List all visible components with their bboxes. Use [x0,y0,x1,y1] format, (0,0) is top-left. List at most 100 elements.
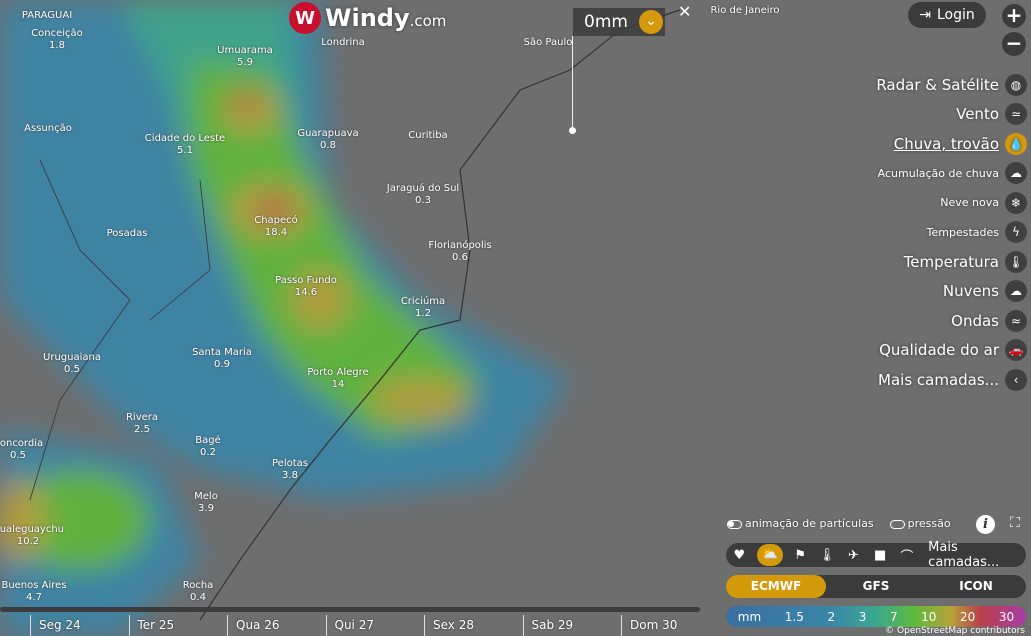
weather-icon[interactable]: ⛅ [756,544,783,566]
city-label: Conceição 1.8 [31,28,83,52]
city-value: 5.9 [237,57,253,68]
city-label: Curitiba [408,130,447,142]
city-label: Rocha 0.4 [183,580,214,604]
windy-logo[interactable]: W Windy.com [289,2,446,34]
timeline-day[interactable]: Qua 26 [227,615,280,636]
model-selector: ECMWF GFS ICON [726,575,1026,598]
city-name: Conceição [31,28,83,39]
layer-item[interactable]: Neve nova ❄ [876,188,1027,218]
city-value: 0.2 [200,447,216,458]
timeline-day[interactable]: Sex 28 [424,615,474,636]
city-label: São Paulo [524,37,573,49]
timeline-scrollbar[interactable] [0,607,700,612]
city-value: 10.2 [16,536,40,547]
windy-logo-text: Windy.com [325,4,447,32]
city-name: Rocha [182,580,214,591]
city-label: Uruguaiana 0.5 [43,352,101,376]
layer-item[interactable]: Radar & Satélite ◍ [876,70,1027,100]
city-value: 0.6 [452,252,468,263]
layer-label: Nuvens [942,282,999,301]
layer-item[interactable]: Ondas ≈ [876,306,1027,336]
city-label: Cidade do Leste 5.1 [145,133,225,157]
model-gfs[interactable]: GFS [862,579,890,593]
more-layers-button[interactable]: Mais camadas... [928,540,1000,570]
city-name: Londrina [321,37,365,48]
airplane-icon[interactable]: ✈ [848,547,859,563]
snowflake-icon: ❄ [1005,191,1027,214]
fullscreen-icon[interactable]: ⛶ [1010,515,1020,531]
timeline-day[interactable]: Qui 27 [325,615,374,636]
city-name: Pelotas [272,458,308,469]
layer-item[interactable]: Temperatura 🌡 [876,247,1027,277]
legend-label: 10 [921,609,937,624]
layer-item[interactable]: Vento ≃ [876,100,1027,130]
satellite-dish-icon[interactable]: ⌒ [900,549,914,565]
timeline-day[interactable]: Sab 29 [522,615,573,636]
model-icon[interactable]: ICON [959,579,993,593]
timeline-day[interactable]: Dom 30 [621,615,677,636]
model-ecmwf[interactable]: ECMWF [726,575,826,598]
city-label: Florianópolis 0.6 [428,240,491,264]
city-value: 0.4 [190,592,206,603]
city-name: Uruguaiana [43,352,101,363]
layer-label: Neve nova [940,196,999,210]
map-options: animação de partículas pressão [727,517,951,530]
close-icon[interactable]: ✕ [678,2,692,21]
toggle-on-icon [727,519,742,529]
layer-item[interactable]: Mais camadas... ‹ [876,365,1027,395]
pressure-toggle[interactable]: pressão [889,517,951,530]
city-label: Umuarama 5.9 [217,45,273,69]
camera-icon[interactable]: ■ [874,547,887,563]
city-value: 0.5 [10,450,26,461]
timeline[interactable]: Seg 24 Ter 25 Qua 26 Qui 27 Sex 28 Sab 29 Dom … [0,607,700,636]
city-name: Rio de Janeiro [710,5,780,16]
layer-item[interactable]: Chuva, trovão 💧 [876,129,1027,159]
city-label: Bagé 0.2 [195,435,221,459]
login-button[interactable]: ⇥ Login [908,2,986,28]
wind-icon: ≃ [1005,103,1027,126]
particles-toggle[interactable]: animação de partículas [727,517,874,530]
legend-label: 2 [827,609,836,624]
layer-label: Qualidade do ar [879,341,999,360]
city-value: 0.8 [320,140,336,151]
city-value: 1.2 [415,308,431,319]
city-label: Jaraguá do Sul 0.3 [387,183,459,207]
picker-point[interactable] [569,127,576,134]
city-name: Chapecó [254,215,298,226]
city-label: Criciúma 1.2 [401,296,445,320]
color-legend: mm 1.5 2 3 7 10 20 30 [726,606,1026,627]
attribution[interactable]: © OpenStreetMap contributors [885,626,1025,636]
layer-item[interactable]: Nuvens ☁ [876,277,1027,307]
city-name: Curitiba [408,130,448,141]
layer-label: Vento [956,105,999,124]
chevron-down-icon[interactable]: ⌄ [639,10,663,34]
city-value: 0.9 [214,359,230,370]
city-label: Rivera 2.5 [126,412,158,436]
info-icon[interactable]: i [976,515,995,534]
city-label: Gualeguaychu10.2 [0,524,64,548]
legend-label: 1.5 [784,609,804,624]
windsock-icon[interactable]: ⚑ [794,547,806,563]
city-value: 4.7 [26,592,42,603]
zoom-out-button[interactable]: − [1002,32,1026,56]
heart-icon[interactable]: ♥ [733,547,746,563]
zoom-in-button[interactable]: + [1002,4,1026,28]
layer-item[interactable]: Qualidade do ar 🚗 [876,336,1027,366]
thermometer-icon[interactable]: 🌡 [818,547,836,563]
value-picker[interactable]: 0mm ⌄ [573,8,665,36]
city-label: Santa Maria 0.9 [192,347,252,371]
timeline-day[interactable]: Seg 24 [30,615,81,636]
city-name: Porto Alegre [307,367,369,378]
car-icon: 🚗 [1005,339,1027,362]
city-name: Umuarama [217,45,273,56]
city-name: Cidade do Leste [144,133,226,144]
legend-label: 7 [889,609,898,624]
layer-item[interactable]: Tempestades ϟ [876,218,1027,248]
layer-label: Ondas [951,311,999,330]
timeline-day[interactable]: Ter 25 [128,615,174,636]
city-label: Porto Alegre 14 [307,367,368,391]
layer-item[interactable]: Acumulação de chuva ☁ [876,159,1027,189]
legend-label: 20 [960,609,976,624]
city-name: Santa Maria [192,347,252,358]
